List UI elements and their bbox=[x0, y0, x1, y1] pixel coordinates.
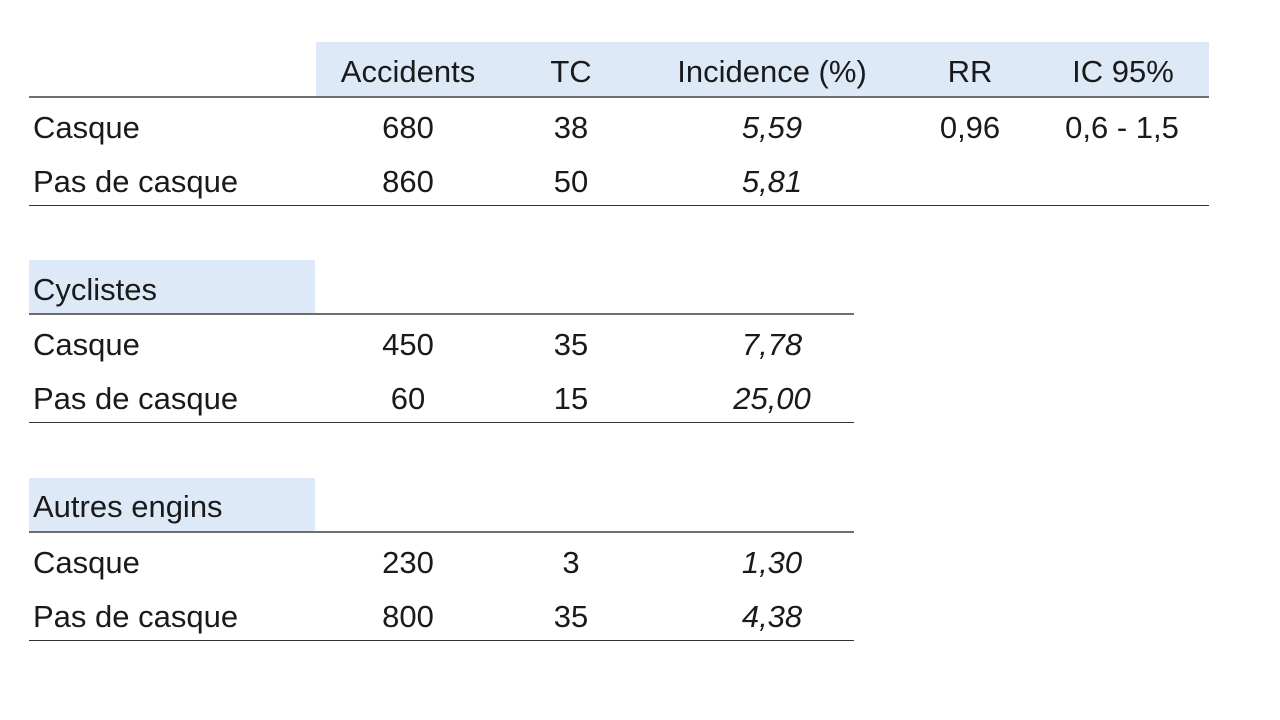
tc-value: 15 bbox=[553, 381, 589, 416]
header-background bbox=[316, 42, 1209, 97]
section-title-cyclistes: Cyclistes bbox=[33, 272, 158, 307]
section-rule bbox=[29, 531, 854, 533]
tc-value: 50 bbox=[553, 164, 589, 199]
overall-bottom-rule bbox=[29, 205, 1209, 206]
row-label: Pas de casque bbox=[33, 164, 239, 199]
header-tc: TC bbox=[550, 54, 592, 89]
section-title-background bbox=[29, 478, 315, 531]
accidents-value: 450 bbox=[382, 327, 434, 362]
rr-value: 0,96 bbox=[939, 110, 1001, 145]
incidence-value: 25,00 bbox=[733, 381, 811, 416]
section-bottom-rule bbox=[29, 422, 854, 423]
header-rule bbox=[29, 96, 1209, 98]
row-label: Casque bbox=[33, 545, 140, 580]
header-accidents: Accidents bbox=[340, 54, 476, 89]
row-label: Casque bbox=[33, 327, 140, 362]
accidents-value: 230 bbox=[382, 545, 434, 580]
header-ic95: IC 95% bbox=[1072, 54, 1174, 89]
row-label: Pas de casque bbox=[33, 381, 239, 416]
tc-value: 38 bbox=[553, 110, 589, 145]
accidents-value: 860 bbox=[382, 164, 434, 199]
section-bottom-rule bbox=[29, 640, 854, 641]
row-label: Casque bbox=[33, 110, 140, 145]
ic95-value: 0,6 - 1,5 bbox=[1065, 110, 1179, 145]
section-rule bbox=[29, 313, 854, 315]
incidence-value: 5,81 bbox=[741, 164, 803, 199]
header-incidence: Incidence (%) bbox=[677, 54, 867, 89]
accidents-value: 800 bbox=[382, 599, 434, 634]
incidence-value: 5,59 bbox=[741, 110, 803, 145]
incidence-value: 1,30 bbox=[741, 545, 803, 580]
section-title-autres-engins: Autres engins bbox=[33, 489, 223, 524]
section-title-background bbox=[29, 260, 315, 313]
accidents-value: 680 bbox=[382, 110, 434, 145]
header-rr: RR bbox=[947, 54, 993, 89]
tc-value: 35 bbox=[553, 599, 589, 634]
incidence-value: 7,78 bbox=[741, 327, 803, 362]
tc-value: 35 bbox=[553, 327, 589, 362]
incidence-value: 4,38 bbox=[741, 599, 803, 634]
accidents-value: 60 bbox=[390, 381, 426, 416]
row-label: Pas de casque bbox=[33, 599, 239, 634]
tc-value: 3 bbox=[562, 545, 580, 580]
